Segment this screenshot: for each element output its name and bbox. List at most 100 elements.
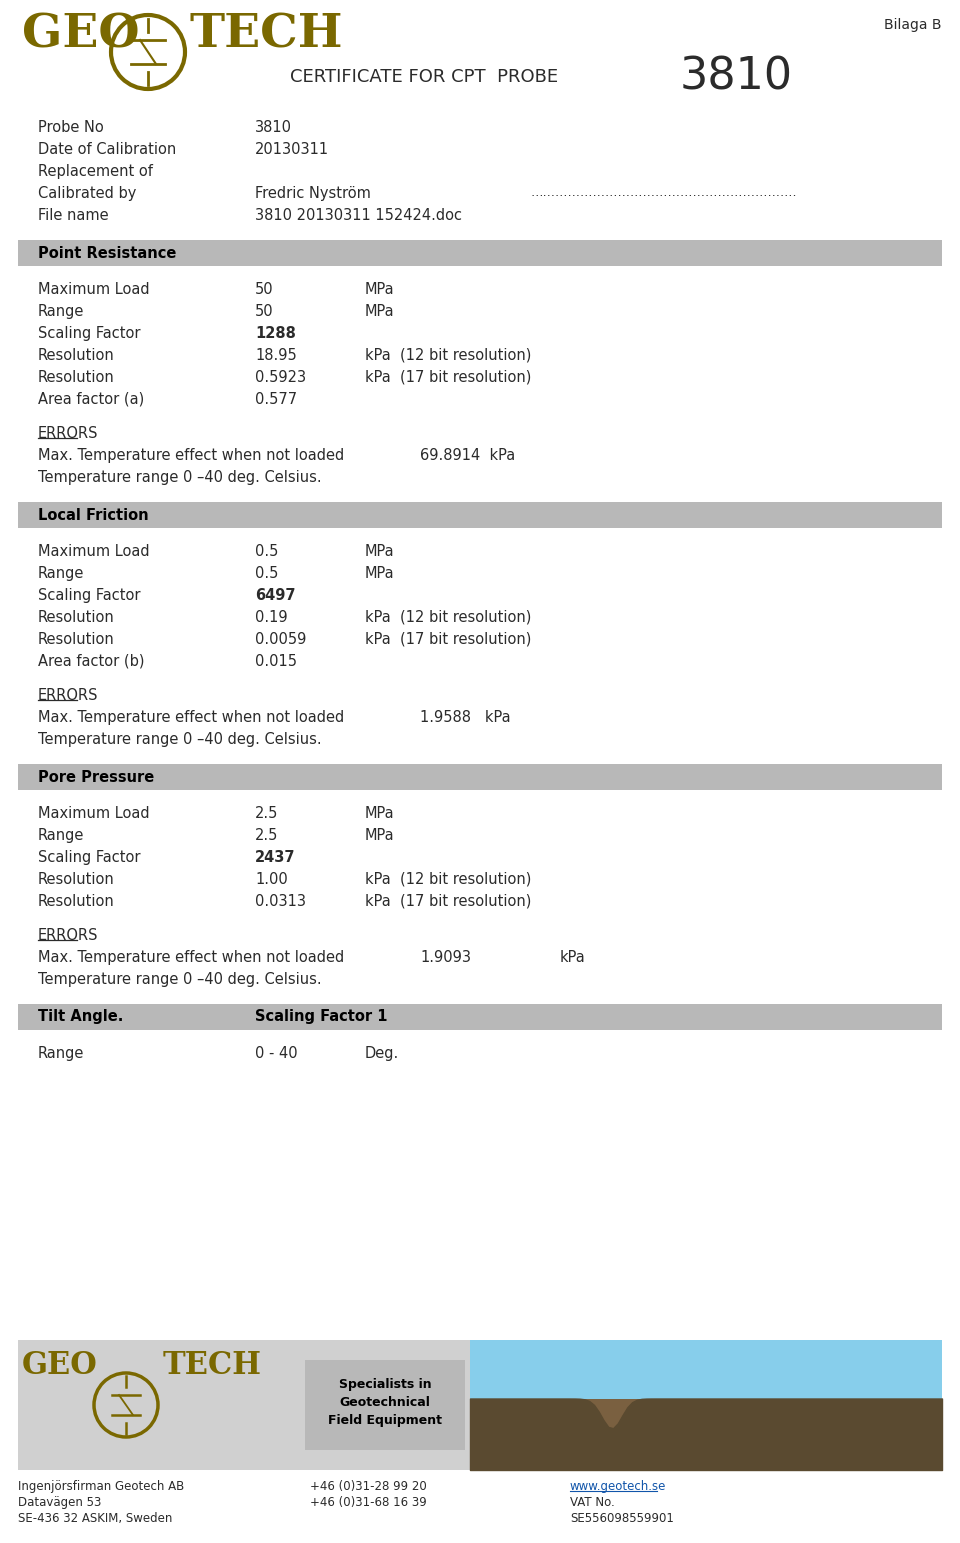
Text: MPa: MPa [365, 304, 395, 319]
Text: 0.5: 0.5 [255, 545, 278, 559]
Text: 0.577: 0.577 [255, 392, 298, 407]
Text: Range: Range [38, 1046, 84, 1062]
Text: Maximum Load: Maximum Load [38, 545, 150, 559]
Text: MPa: MPa [365, 282, 395, 296]
Text: Tilt Angle.: Tilt Angle. [38, 1009, 124, 1025]
Text: Probe No: Probe No [38, 120, 104, 134]
Text: Range: Range [38, 829, 84, 842]
Text: +46 (0)31-68 16 39: +46 (0)31-68 16 39 [310, 1497, 427, 1509]
Text: Local Friction: Local Friction [38, 508, 149, 523]
Text: TECH: TECH [163, 1350, 262, 1381]
Text: 1.00: 1.00 [255, 872, 288, 887]
Text: File name: File name [38, 208, 108, 224]
Text: Bilaga B: Bilaga B [884, 19, 942, 32]
Text: Point Resistance: Point Resistance [38, 245, 177, 261]
Text: ERRORS: ERRORS [38, 688, 99, 704]
Text: 20130311: 20130311 [255, 142, 329, 157]
Text: 18.95: 18.95 [255, 349, 297, 363]
Text: 0.015: 0.015 [255, 654, 297, 670]
Text: +46 (0)31-28 99 20: +46 (0)31-28 99 20 [310, 1480, 427, 1494]
Text: Date of Calibration: Date of Calibration [38, 142, 177, 157]
Text: Geotechnical: Geotechnical [340, 1396, 430, 1409]
Text: ……………………………………………………….: ………………………………………………………. [530, 187, 797, 199]
Text: 0 - 40: 0 - 40 [255, 1046, 298, 1062]
Text: MPa: MPa [365, 566, 395, 582]
Text: Scaling Factor 1: Scaling Factor 1 [255, 1009, 388, 1025]
Bar [305, 1359, 465, 1450]
Text: Specialists in: Specialists in [339, 1378, 431, 1390]
Text: Resolution: Resolution [38, 370, 115, 386]
Text: 50: 50 [255, 304, 274, 319]
Text: SE556098559901: SE556098559901 [570, 1512, 674, 1524]
Text: kPa  (17 bit resolution): kPa (17 bit resolution) [365, 633, 532, 647]
Text: kPa  (12 bit resolution): kPa (12 bit resolution) [365, 872, 532, 887]
Text: Maximum Load: Maximum Load [38, 282, 150, 296]
Text: Resolution: Resolution [38, 349, 115, 363]
Text: kPa  (17 bit resolution): kPa (17 bit resolution) [365, 893, 532, 909]
Text: Fredric Nyström: Fredric Nyström [255, 187, 371, 201]
Text: Max. Temperature effect when not loaded: Max. Temperature effect when not loaded [38, 710, 345, 725]
Text: TECH: TECH [190, 12, 344, 59]
Bar [18, 501, 942, 528]
Text: Scaling Factor: Scaling Factor [38, 850, 140, 866]
Text: Deg.: Deg. [365, 1046, 399, 1062]
Text: ERRORS: ERRORS [38, 927, 99, 943]
Text: GEO: GEO [22, 1350, 98, 1381]
Text: Temperature range 0 –40 deg. Celsius.: Temperature range 0 –40 deg. Celsius. [38, 731, 322, 747]
Text: SE-436 32 ASKIM, Sweden: SE-436 32 ASKIM, Sweden [18, 1512, 173, 1524]
Text: 0.0313: 0.0313 [255, 893, 306, 909]
Text: Resolution: Resolution [38, 609, 115, 625]
Text: 1288: 1288 [255, 326, 296, 341]
Text: Temperature range 0 –40 deg. Celsius.: Temperature range 0 –40 deg. Celsius. [38, 972, 322, 988]
Text: kPa  (17 bit resolution): kPa (17 bit resolution) [365, 370, 532, 386]
Text: 6497: 6497 [255, 588, 296, 603]
Text: Resolution: Resolution [38, 633, 115, 647]
Text: CERTIFICATE FOR CPT  PROBE: CERTIFICATE FOR CPT PROBE [290, 68, 558, 86]
Text: 0.19: 0.19 [255, 609, 288, 625]
Text: kPa  (12 bit resolution): kPa (12 bit resolution) [365, 349, 532, 363]
Text: MPa: MPa [365, 805, 395, 821]
Text: kPa  (12 bit resolution): kPa (12 bit resolution) [365, 609, 532, 625]
Text: Range: Range [38, 566, 84, 582]
Text: Scaling Factor: Scaling Factor [38, 326, 140, 341]
Text: 69.8914  kPa: 69.8914 kPa [420, 447, 516, 463]
Bar [470, 1339, 942, 1412]
Text: Datavägen 53: Datavägen 53 [18, 1497, 102, 1509]
Text: MPa: MPa [365, 545, 395, 559]
Text: Temperature range 0 –40 deg. Celsius.: Temperature range 0 –40 deg. Celsius. [38, 471, 322, 485]
Text: MPa: MPa [365, 829, 395, 842]
Text: 2.5: 2.5 [255, 829, 278, 842]
Text: Scaling Factor: Scaling Factor [38, 588, 140, 603]
Text: 1.9093: 1.9093 [420, 950, 471, 964]
Text: 2437: 2437 [255, 850, 296, 866]
Text: 0.0059: 0.0059 [255, 633, 306, 647]
Text: 3810: 3810 [680, 56, 793, 99]
Text: www.geotech.se: www.geotech.se [570, 1480, 666, 1494]
Text: VAT No.: VAT No. [570, 1497, 614, 1509]
Text: Resolution: Resolution [38, 893, 115, 909]
Text: Maximum Load: Maximum Load [38, 805, 150, 821]
Text: Max. Temperature effect when not loaded: Max. Temperature effect when not loaded [38, 447, 345, 463]
Bar [470, 1398, 942, 1470]
Text: Area factor (a): Area factor (a) [38, 392, 144, 407]
Text: 3810 20130311 152424.doc: 3810 20130311 152424.doc [255, 208, 462, 224]
Bar [18, 764, 942, 790]
Text: Ingenjörsfirman Geotech AB: Ingenjörsfirman Geotech AB [18, 1480, 184, 1494]
Bar [18, 1339, 942, 1470]
Text: 0.5923: 0.5923 [255, 370, 306, 386]
Text: 0.5: 0.5 [255, 566, 278, 582]
Text: Pore Pressure: Pore Pressure [38, 770, 155, 784]
Text: Max. Temperature effect when not loaded: Max. Temperature effect when not loaded [38, 950, 345, 964]
Text: kPa: kPa [560, 950, 586, 964]
Text: Range: Range [38, 304, 84, 319]
Text: Resolution: Resolution [38, 872, 115, 887]
Text: GEO: GEO [22, 12, 139, 59]
Bar [18, 241, 942, 265]
Text: Replacement of: Replacement of [38, 164, 153, 179]
Text: 1.9588   kPa: 1.9588 kPa [420, 710, 511, 725]
Text: Field Equipment: Field Equipment [328, 1413, 442, 1427]
Text: Area factor (b): Area factor (b) [38, 654, 145, 670]
Bar [18, 1004, 942, 1031]
Text: Calibrated by: Calibrated by [38, 187, 136, 201]
Text: 50: 50 [255, 282, 274, 296]
